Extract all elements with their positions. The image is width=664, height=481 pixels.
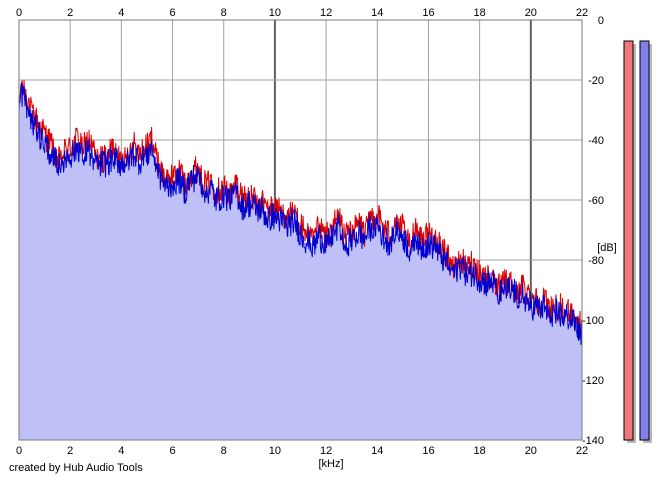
x-tick-label-top: 2 (67, 7, 73, 19)
y-tick-label: -20 (588, 75, 604, 87)
y-tick-label: -40 (588, 135, 604, 147)
x-tick-label-bottom: 10 (269, 445, 281, 457)
plot-border (18, 19, 583, 441)
y-tick-label: 0 (598, 15, 604, 27)
x-tick-label-top: 10 (269, 7, 281, 19)
x-tick-label-bottom: 2 (67, 445, 73, 457)
x-tick-label-top: 22 (576, 7, 588, 19)
x-tick-label-top: 8 (221, 7, 227, 19)
x-tick-label-bottom: 0 (16, 445, 22, 457)
x-tick-label-top: 16 (422, 7, 434, 19)
x-tick-label-top: 0 (16, 7, 22, 19)
y-tick-label: -140 (582, 435, 604, 447)
x-tick-label-bottom: 22 (576, 445, 588, 457)
x-tick-label-bottom: 14 (371, 445, 383, 457)
x-tick-label-bottom: 4 (118, 445, 124, 457)
x-tick-label-bottom: 16 (422, 445, 434, 457)
y-tick-label: -100 (582, 315, 604, 327)
x-tick-label-bottom: 20 (525, 445, 537, 457)
x-tick-label-bottom: 18 (474, 445, 486, 457)
x-tick-label-top: 6 (169, 7, 175, 19)
x-tick-label-bottom: 6 (169, 445, 175, 457)
y-tick-label: -60 (588, 195, 604, 207)
y-tick-label: -120 (582, 375, 604, 387)
x-axis-label: [kHz] (318, 458, 343, 470)
x-tick-label-top: 20 (525, 7, 537, 19)
x-tick-label-bottom: 12 (320, 445, 332, 457)
meter-left-bar (623, 40, 634, 441)
x-tick-label-bottom: 8 (221, 445, 227, 457)
right-channel-line (18, 81, 583, 345)
x-tick-label-top: 12 (320, 7, 332, 19)
x-tick-label-top: 4 (118, 7, 124, 19)
credit-text: created by Hub Audio Tools (9, 462, 143, 474)
meter-right-bar (639, 40, 650, 441)
tick-labels: 002244668810101212141416161818202022220-… (16, 7, 604, 457)
y-axis-label: [dB] (597, 242, 617, 254)
level-meters (623, 40, 652, 443)
x-tick-label-top: 18 (474, 7, 486, 19)
x-tick-label-top: 14 (371, 7, 383, 19)
y-tick-label: -80 (588, 255, 604, 267)
